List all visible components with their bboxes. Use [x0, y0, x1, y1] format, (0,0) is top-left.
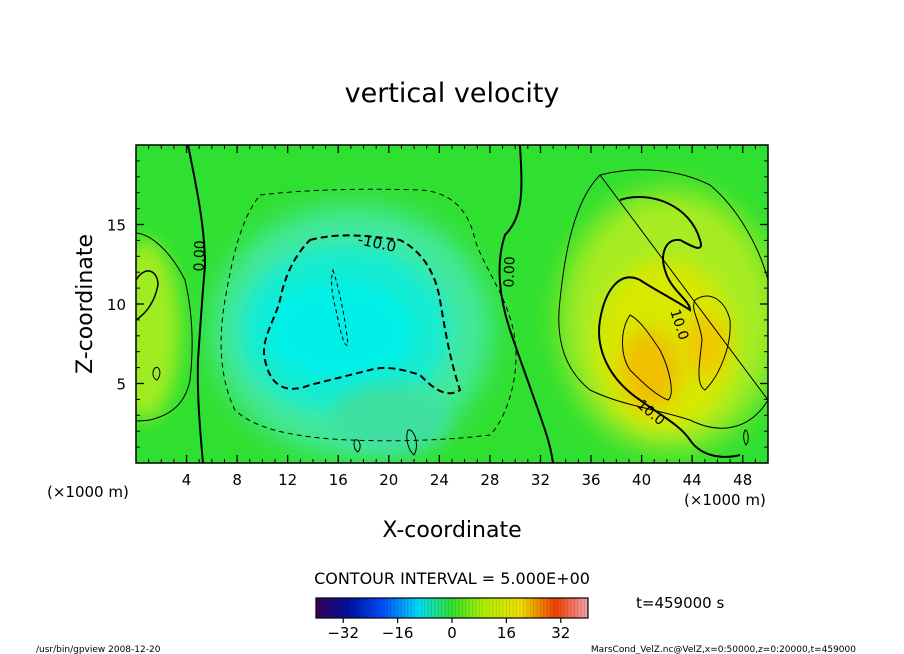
- contour-label-zero-left: 0.00: [191, 240, 208, 272]
- colorbar-tick-label: −32: [327, 624, 359, 642]
- contour-pos10-inner: [622, 295, 731, 401]
- x-unit-right: (×1000 m): [684, 491, 766, 509]
- colorbar-tick-label: 0: [447, 624, 457, 642]
- x-tick-label: 20: [379, 471, 398, 489]
- x-axis-label: X-coordinate: [382, 518, 521, 543]
- y-tick-label: 10: [107, 296, 126, 314]
- contour-pos5-right: [558, 169, 768, 429]
- footer-right: MarsCond_VelZ.nc@VelZ,x=0:50000,z=0:2000…: [591, 645, 856, 654]
- y-tick-label: 5: [116, 376, 126, 394]
- colorbar-tick-label: 32: [551, 624, 570, 642]
- x-tick-label: 40: [632, 471, 651, 489]
- time-label: t=459000 s: [636, 594, 724, 612]
- x-tick-label: 48: [733, 471, 752, 489]
- colorbar-gradient: [316, 598, 588, 618]
- x-tick-label: 36: [581, 471, 600, 489]
- color-field: [136, 190, 768, 455]
- contour-label-zero-right: 0.00: [501, 256, 518, 288]
- footer-left: /usr/bin/gpview 2008-12-20: [36, 645, 161, 654]
- contour-neg5: [220, 188, 517, 442]
- contour-zero-right: [498, 145, 554, 463]
- chart-title: vertical velocity: [345, 78, 560, 109]
- y-tick-label: 15: [107, 217, 126, 235]
- contour-pos10-outer: [598, 195, 741, 458]
- downdraft-lower: [330, 385, 450, 455]
- x-tick-label: 44: [683, 471, 702, 489]
- x-tick-label: 4: [182, 471, 192, 489]
- contour-neg15: [331, 268, 349, 346]
- contour-pos10-left: [136, 270, 159, 321]
- x-tick-label: 16: [329, 471, 348, 489]
- contour-interval: CONTOUR INTERVAL = 5.000E+00: [314, 569, 590, 588]
- contour-neg10: [263, 234, 462, 395]
- left-edge-updraft: [136, 240, 180, 420]
- x-tick-label: 8: [232, 471, 242, 489]
- contour-zero-left: [187, 145, 207, 463]
- y-axis-label: Z-coordinate: [73, 234, 98, 374]
- x-tick-label: 24: [430, 471, 449, 489]
- colorbar: −32 −16 0 16 32: [315, 597, 589, 642]
- x-axis: 4 8 12 16 20 24 28 32 36 40 44 48: [148, 145, 769, 489]
- y-axis: 5 10 15: [107, 160, 768, 448]
- plot-area: 0.00 0.00 -10.0 10.0 10.0: [136, 145, 768, 463]
- contours: [136, 145, 768, 463]
- colorbar-ticks: −32 −16 0 16 32: [327, 618, 570, 642]
- x-unit-left: (×1000 m): [47, 483, 129, 501]
- x-tick-label: 12: [278, 471, 297, 489]
- x-tick-label: 32: [531, 471, 550, 489]
- contour-pos5-left: [136, 232, 193, 422]
- contour-small-loops: [152, 366, 749, 456]
- colorbar-tick-label: −16: [382, 624, 414, 642]
- colorbar-stripes: [319, 598, 585, 618]
- updraft-core-right: [683, 313, 727, 377]
- updraft-core-left: [620, 330, 680, 410]
- x-tick-label: 28: [480, 471, 499, 489]
- colorbar-tick-label: 16: [497, 624, 516, 642]
